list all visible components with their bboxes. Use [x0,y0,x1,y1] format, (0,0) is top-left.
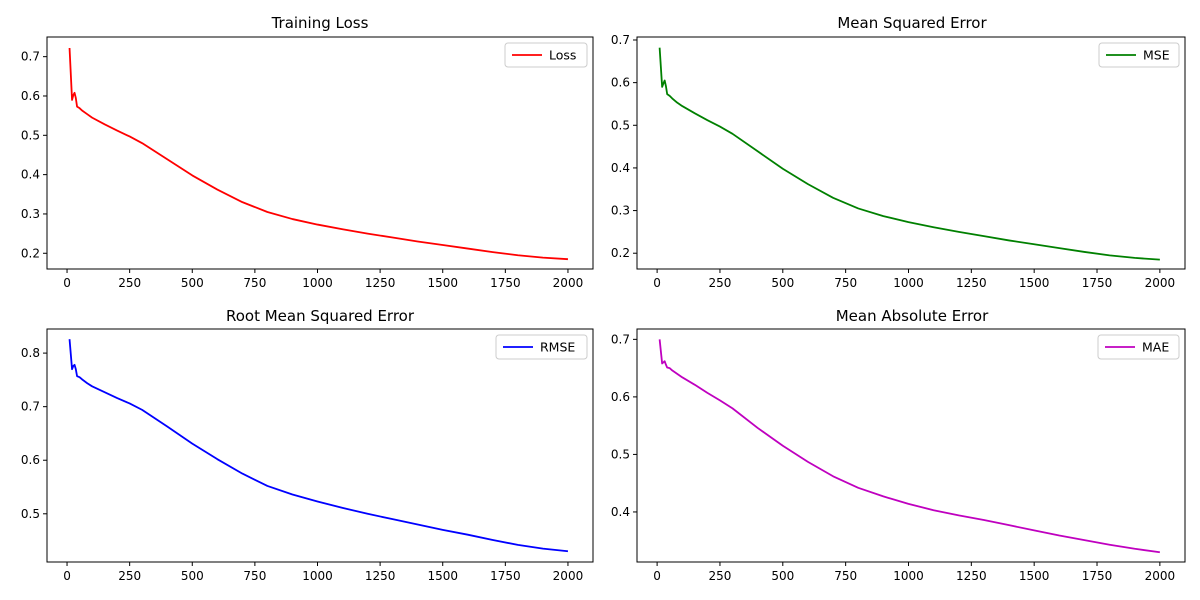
x-tick-label: 1000 [893,276,924,290]
x-axis: 0 250 500 750 1000 1250 1500 1750 2000 [63,269,583,290]
x-tick-label: 250 [709,569,732,583]
series-line-mse [658,47,1160,261]
legend-label: MAE [1142,340,1169,355]
x-tick-label: 2000 [553,569,584,583]
plot-frame [46,36,594,270]
y-tick-label: 0.5 [611,447,630,461]
panel-mean-absolute-error: Mean Absolute Error 0 250 500 750 1000 1250 15… [611,307,1186,583]
x-tick-label: 1250 [956,276,987,290]
x-tick-label: 250 [118,276,141,290]
y-tick-label: 0.6 [21,89,40,103]
y-axis: 0.4 0.5 0.6 0.7 [611,332,637,519]
x-tick-label: 750 [834,569,857,583]
y-tick-label: 0.7 [611,332,630,346]
y-axis: 0.2 0.3 0.4 0.5 0.6 0.7 [611,33,637,260]
x-tick-label: 1500 [427,276,458,290]
chart-title: Root Mean Squared Error [226,307,415,325]
panel-training-loss: Training Loss 0 250 500 750 1000 1250 1500 1750… [21,14,594,290]
x-tick-label: 0 [63,276,71,290]
x-tick-label: 250 [118,569,141,583]
x-axis: 0 250 500 750 1000 1250 1500 1750 2000 [653,562,1175,583]
chart-title: Training Loss [271,14,369,32]
x-tick-label: 1500 [1019,569,1050,583]
legend-box [1098,42,1180,68]
x-tick-label: 0 [63,569,71,583]
chart-title: Mean Squared Error [837,14,987,32]
legend-label: Loss [549,48,576,63]
x-tick-label: 1250 [365,276,396,290]
x-tick-label: 2000 [1145,276,1176,290]
x-tick-label: 500 [771,569,794,583]
legend-box [1097,334,1180,360]
chart-title: Mean Absolute Error [836,307,989,325]
x-tick-label: 1500 [1019,276,1050,290]
y-tick-label: 0.7 [21,400,40,414]
x-tick-label: 1000 [893,569,924,583]
x-tick-label: 1750 [1082,569,1113,583]
x-tick-label: 0 [653,276,661,290]
x-tick-label: 0 [653,569,661,583]
series-line-rmse [68,339,569,553]
x-tick-label: 1750 [1082,276,1113,290]
x-tick-label: 1000 [302,569,333,583]
y-tick-label: 0.5 [21,507,40,521]
legend: RMSE [495,334,588,360]
x-tick-label: 1250 [956,569,987,583]
x-tick-label: 1500 [427,569,458,583]
y-tick-label: 0.5 [21,128,40,142]
x-tick-label: 2000 [1145,569,1176,583]
x-tick-label: 750 [243,569,266,583]
y-tick-label: 0.4 [611,161,630,175]
legend-box [495,334,588,360]
x-tick-label: 500 [771,276,794,290]
legend-label: MSE [1143,48,1170,63]
y-tick-label: 0.7 [611,33,630,47]
plot-frame [46,328,594,563]
y-tick-label: 0.6 [611,390,630,404]
legend: MAE [1097,334,1180,360]
plot-frame [636,328,1186,563]
legend: Loss [504,42,588,68]
x-tick-label: 1750 [490,569,521,583]
y-tick-label: 0.6 [21,453,40,467]
x-tick-label: 750 [834,276,857,290]
panel-mean-squared-error: Mean Squared Error 0 250 500 750 1000 1250 150… [611,14,1186,290]
x-tick-label: 500 [181,276,204,290]
series-line-mae [658,339,1160,554]
y-tick-label: 0.5 [611,118,630,132]
x-tick-label: 750 [243,276,266,290]
y-tick-label: 0.4 [21,168,40,182]
x-axis: 0 250 500 750 1000 1250 1500 1750 2000 [653,269,1175,290]
y-tick-label: 0.8 [21,346,40,360]
y-tick-label: 0.6 [611,76,630,90]
y-tick-label: 0.2 [611,246,630,260]
x-tick-label: 1000 [302,276,333,290]
x-tick-label: 1750 [490,276,521,290]
x-tick-label: 500 [181,569,204,583]
x-tick-label: 1250 [365,569,396,583]
y-tick-label: 0.7 [21,50,40,64]
plot-frame [636,36,1186,270]
legend: MSE [1098,42,1180,68]
y-tick-label: 0.3 [21,207,40,221]
y-tick-label: 0.3 [611,204,630,218]
y-axis: 0.2 0.3 0.4 0.5 0.6 0.7 [21,50,47,260]
x-axis: 0 250 500 750 1000 1250 1500 1750 2000 [63,562,583,583]
y-tick-label: 0.2 [21,246,40,260]
legend-label: RMSE [540,340,575,355]
y-tick-label: 0.4 [611,505,630,519]
x-tick-label: 2000 [553,276,584,290]
panel-root-mean-squared-error: Root Mean Squared Error 0 250 500 750 1000 12… [21,307,594,583]
y-axis: 0.5 0.6 0.7 0.8 [21,346,47,521]
legend-box [504,42,588,68]
series-line-loss [68,47,569,261]
x-tick-label: 250 [709,276,732,290]
